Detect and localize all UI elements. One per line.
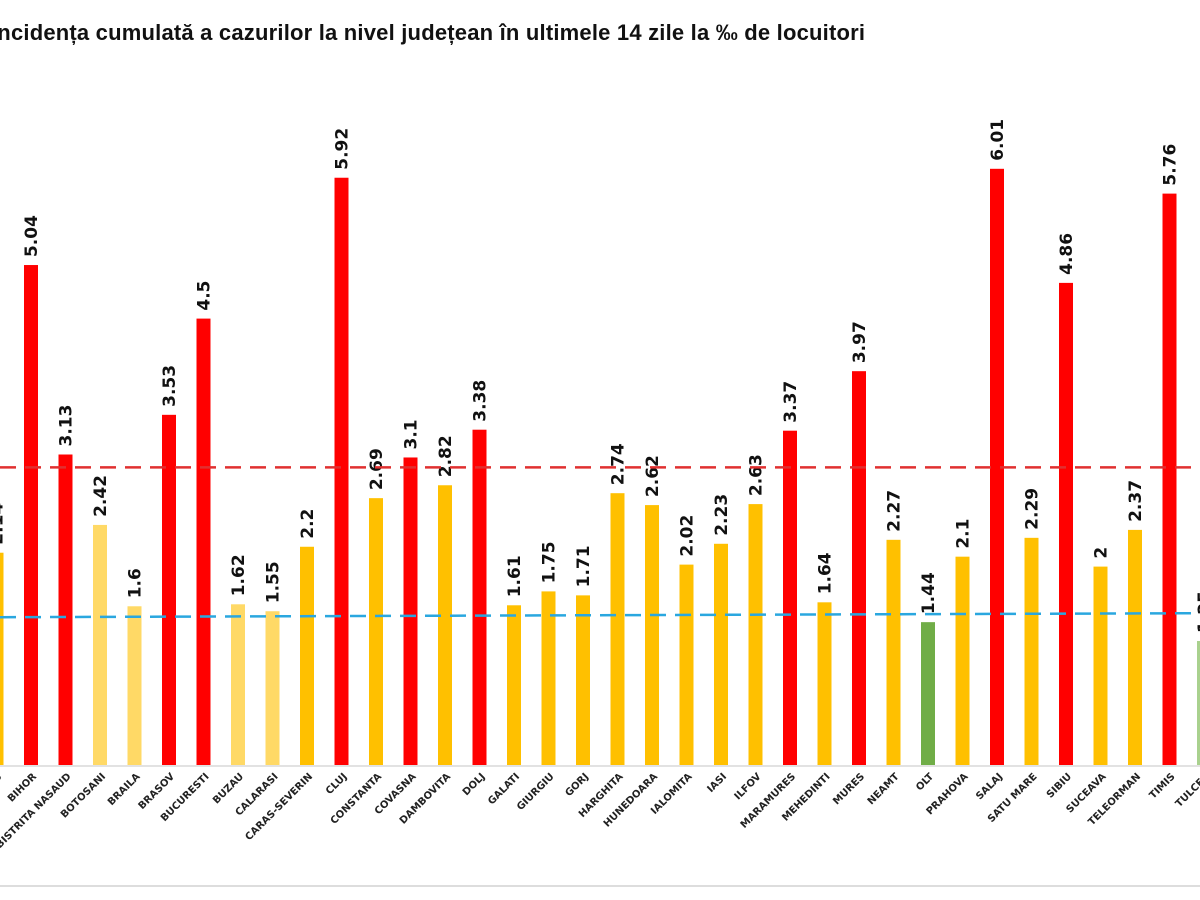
tick-label: CARAS-SEVERIN xyxy=(244,771,316,843)
bar-hunedoara xyxy=(645,505,659,765)
bar-gorj xyxy=(576,595,590,765)
bar-covasna xyxy=(403,457,418,765)
bar-mures xyxy=(852,371,866,765)
data-label: 1.71 xyxy=(574,545,594,587)
data-label: 4.5 xyxy=(195,280,215,310)
tick-label: IASI xyxy=(706,771,730,795)
bar-prahova xyxy=(955,556,970,765)
tick-label: BUZAU xyxy=(211,771,246,806)
tick-label: NEAMT xyxy=(866,771,902,807)
bar-harghita xyxy=(610,493,625,765)
bar-caras-severin xyxy=(300,546,314,765)
tick-label: ILFOV xyxy=(733,771,764,802)
tick-label: CLUJ xyxy=(324,771,350,797)
bar-botosani xyxy=(93,524,107,765)
bar-cluj xyxy=(334,177,349,766)
bar-bistrita-nasaud xyxy=(58,454,73,765)
data-label: 3.13 xyxy=(57,405,77,447)
chart-title: Incidența cumulată a cazurilor la nivel … xyxy=(0,20,866,45)
data-label: 1.62 xyxy=(229,554,249,596)
bar-neamt xyxy=(886,539,901,765)
bar-suceava xyxy=(1093,566,1108,765)
data-label: 2.63 xyxy=(747,454,767,496)
data-label: 5.04 xyxy=(22,215,42,257)
bar-constanta xyxy=(369,498,383,765)
data-label: 3.37 xyxy=(781,381,801,423)
tick-label: MURES xyxy=(831,771,867,807)
bar-buzau xyxy=(231,604,245,765)
bar-brasov xyxy=(162,414,176,765)
data-label: 2.14 xyxy=(0,503,8,545)
bottom-divider xyxy=(0,885,1200,887)
data-label: 3.1 xyxy=(402,419,422,449)
bar-galati xyxy=(507,605,521,765)
bar-olt xyxy=(921,622,935,765)
bar-iasi xyxy=(714,543,728,765)
bar-giurgiu xyxy=(541,591,556,765)
data-label: 2.37 xyxy=(1126,480,1146,522)
bar-dolj xyxy=(472,429,487,765)
tick-label: GORJ xyxy=(563,771,591,799)
data-label: 5.92 xyxy=(333,128,353,170)
data-label: 1.75 xyxy=(540,541,560,583)
bar-bacau xyxy=(0,552,4,765)
reference-line-lower xyxy=(0,611,1200,619)
tick-label: TULCEA xyxy=(1174,771,1200,810)
data-label: 2.62 xyxy=(643,455,663,497)
data-label: 3.97 xyxy=(850,321,870,363)
tick-label: OLT xyxy=(914,771,936,793)
data-label: 1.44 xyxy=(919,572,939,614)
bar-teleorman xyxy=(1128,529,1142,765)
data-label: 1.64 xyxy=(816,552,836,594)
data-label: 2.42 xyxy=(91,475,111,517)
tick-label: GIURGIU xyxy=(515,771,557,813)
bar-satu-mare xyxy=(1024,537,1039,765)
data-label: 2.69 xyxy=(367,448,387,490)
bar-sibiu xyxy=(1059,282,1073,765)
tick-label: TIMIS xyxy=(1148,771,1178,801)
tick-label: SIBIU xyxy=(1045,771,1074,800)
bar-mehedinti xyxy=(817,602,832,765)
data-label: 2.29 xyxy=(1023,488,1043,530)
data-label: 1.55 xyxy=(264,561,284,603)
tick-label: BIHOR xyxy=(6,771,39,804)
data-label: 6.01 xyxy=(988,119,1008,161)
bar-maramures xyxy=(783,430,797,765)
bar-salaj xyxy=(990,168,1004,766)
bar-timis xyxy=(1162,193,1177,765)
bar-calarasi xyxy=(265,611,280,765)
tick-label: GALATI xyxy=(486,771,522,807)
data-label: 1.61 xyxy=(505,555,525,597)
bar-ialomita xyxy=(679,564,694,765)
bar-bihor xyxy=(24,265,38,765)
data-label: 2.23 xyxy=(712,494,732,536)
bar-braila xyxy=(127,606,142,765)
data-label: 2.82 xyxy=(436,435,456,477)
data-label: 2 xyxy=(1092,547,1112,559)
tick-label: BACAU xyxy=(0,771,5,806)
data-label: 1.25 xyxy=(1195,591,1200,633)
data-label: 5.76 xyxy=(1161,144,1181,186)
data-label: 2.74 xyxy=(609,443,629,485)
data-label: 4.86 xyxy=(1057,233,1077,275)
data-label: 3.38 xyxy=(471,380,491,422)
data-label: 2.2 xyxy=(298,509,318,539)
data-label: 2.02 xyxy=(678,515,698,557)
data-label: 3.53 xyxy=(160,365,180,407)
bar-bucuresti xyxy=(196,318,211,765)
bar-tulcea xyxy=(1197,641,1200,765)
tick-label: SALAJ xyxy=(974,771,1005,802)
bar-dambovita xyxy=(438,485,452,765)
tick-label: DOLJ xyxy=(461,771,488,798)
bar-ilfov xyxy=(748,504,763,765)
data-label: 2.1 xyxy=(954,519,974,549)
data-label: 2.27 xyxy=(885,490,905,532)
data-label: 1.6 xyxy=(126,568,146,598)
